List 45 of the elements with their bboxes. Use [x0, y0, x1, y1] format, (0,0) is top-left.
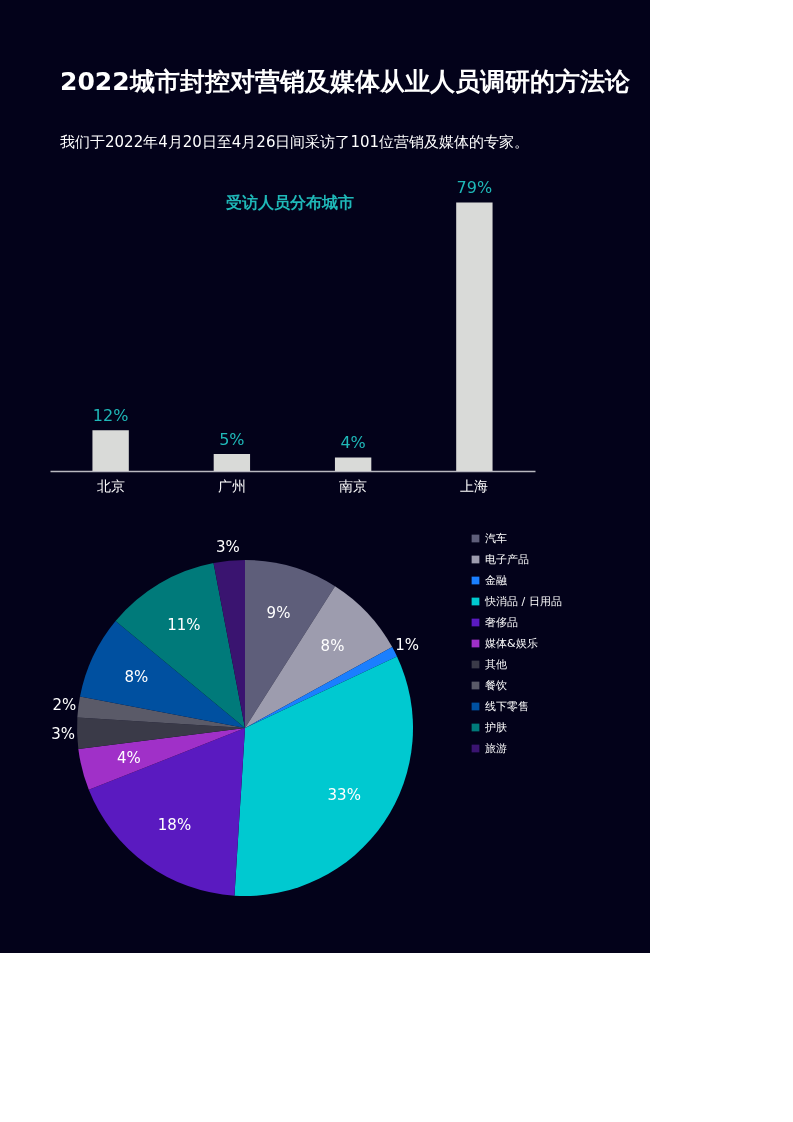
chart-title: 2022城市封控对营销及媒体从业人员调研的方法论	[60, 67, 631, 97]
legend-label: 汽车	[485, 531, 507, 545]
pie-slice	[79, 620, 245, 728]
chart-subtitle: 我们于2022年4月20日至4月26日间采访了101位营销及媒体的专家。	[60, 133, 530, 152]
data-label: 3%	[51, 724, 75, 743]
legend-label: 媒体&娱乐	[485, 636, 538, 650]
bar	[92, 430, 129, 471]
legend-label: 金融	[485, 573, 507, 587]
bar	[456, 202, 493, 471]
pie-slice	[234, 656, 413, 896]
data-label: 79%	[456, 178, 493, 198]
pie-slice	[213, 560, 245, 728]
legend-label: 快消品 / 日用品	[484, 594, 562, 608]
legend-label: 餐饮	[485, 678, 507, 692]
x-tick-label: 南京	[339, 477, 368, 494]
legend-label: 线下零售	[485, 699, 529, 713]
x-tick-label: 广州	[217, 477, 246, 494]
data-label: 9%	[266, 603, 291, 622]
pie-slice	[88, 728, 245, 896]
pie-slice	[77, 696, 245, 728]
data-label: 12%	[92, 406, 129, 426]
pie-slice	[115, 562, 245, 728]
data-label: 11%	[167, 615, 201, 634]
pie-slice	[78, 728, 245, 790]
legend-label: 旅游	[485, 741, 507, 755]
legend-label: 护肤	[484, 720, 507, 734]
data-label: 8%	[320, 636, 345, 655]
bar	[213, 454, 251, 471]
data-label: 4%	[340, 433, 366, 453]
data-label: 18%	[157, 816, 192, 835]
data-label: 5%	[219, 430, 245, 450]
annotation: 受访人员分布城市	[225, 193, 354, 212]
data-label: 8%	[124, 667, 149, 686]
data-label: 3%	[215, 537, 240, 556]
legend-label: 奢侈品	[485, 615, 518, 629]
data-label: 4%	[116, 748, 141, 767]
bar	[334, 457, 372, 471]
data-label: 2%	[52, 696, 77, 715]
x-tick-label: 北京	[96, 477, 125, 494]
x-tick-label: 上海	[460, 477, 489, 494]
pie-slice	[245, 586, 393, 728]
data-label: 1%	[395, 636, 420, 655]
data-label: 33%	[327, 786, 361, 805]
legend-label: 其他	[485, 657, 507, 671]
legend-label: 电子产品	[485, 552, 529, 566]
